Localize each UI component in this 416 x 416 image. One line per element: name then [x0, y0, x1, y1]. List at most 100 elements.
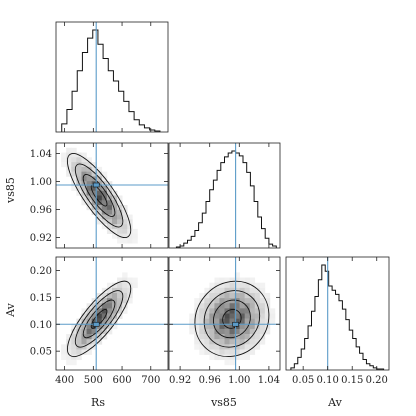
- density-cell: [122, 287, 128, 294]
- density-cell: [76, 354, 82, 361]
- density-cell: [224, 277, 230, 283]
- density-cell: [204, 349, 210, 355]
- density-cell: [239, 323, 245, 330]
- histogram-steps: [61, 29, 161, 132]
- x-tick-label: 700: [141, 375, 160, 386]
- density-cell: [254, 328, 261, 335]
- density-cell: [254, 334, 261, 340]
- histogram-steps: [175, 150, 277, 248]
- density-cell: [214, 313, 220, 319]
- truth-marker: [92, 321, 100, 327]
- density-cell: [106, 228, 113, 234]
- density-cell: [91, 339, 98, 345]
- density-cell: [96, 328, 103, 335]
- panel-frame: [55, 142, 169, 249]
- density-cell: [66, 334, 72, 340]
- density-contour: [74, 290, 124, 348]
- density-cell: [122, 277, 128, 283]
- density-cell: [214, 308, 220, 314]
- density-cell: [71, 157, 77, 163]
- x-tick-label: 0.10: [317, 375, 339, 386]
- density-cell: [101, 323, 108, 330]
- density-cell: [96, 214, 103, 220]
- density-cell: [81, 308, 87, 314]
- density-contour: [67, 153, 132, 238]
- density-cell: [194, 318, 200, 325]
- density-cell: [239, 328, 245, 335]
- density-cell: [66, 349, 72, 355]
- density-cell: [204, 344, 210, 350]
- histogram-steps: [290, 264, 385, 370]
- density-cell: [76, 162, 82, 168]
- y-tick-label: 0.10: [30, 320, 52, 331]
- density-cell: [244, 339, 251, 345]
- xlabel-rs: Rs: [91, 396, 105, 409]
- density-cell: [76, 318, 82, 325]
- density-cell: [254, 292, 261, 299]
- density-cell: [91, 308, 98, 314]
- density-cell: [239, 313, 245, 319]
- histogram-av-panel: 0.05 0.10 0.15 0.20: [285, 256, 390, 386]
- density-cell: [81, 328, 87, 335]
- density-cell: [234, 354, 240, 361]
- density-vs85-vs-rs-panel: 0.92 0.96 1.00 1.04: [30, 142, 169, 249]
- density-cell: [127, 224, 133, 230]
- density-cell: [101, 185, 108, 192]
- density-cell: [249, 277, 256, 283]
- density-cell: [194, 339, 200, 345]
- density-cell: [199, 303, 205, 309]
- density-cell: [264, 313, 271, 319]
- density-cell: [106, 209, 113, 215]
- density-cell: [76, 171, 82, 177]
- density-cell: [117, 298, 123, 304]
- density-cell: [106, 318, 113, 325]
- density-cell: [224, 287, 230, 294]
- density-cell: [229, 359, 235, 366]
- density-cell: [209, 354, 215, 361]
- density-cell: [244, 303, 251, 309]
- density-cell: [91, 303, 98, 309]
- density-cell: [199, 349, 205, 355]
- ylabel-av: Av: [4, 302, 17, 317]
- density-cell: [224, 359, 230, 366]
- density-cell: [117, 292, 123, 299]
- density-cell: [214, 298, 220, 304]
- density-cell: [234, 298, 240, 304]
- density-cell: [259, 298, 266, 304]
- density-cell: [117, 277, 123, 283]
- density-cell: [219, 282, 225, 289]
- density-cell: [86, 328, 92, 335]
- ylabel-vs85: vs85: [4, 177, 17, 204]
- density-cell: [249, 344, 256, 350]
- density-cell: [214, 339, 220, 345]
- density-cell: [86, 195, 92, 201]
- density-cell: [224, 328, 230, 335]
- density-cell: [91, 344, 98, 350]
- density-cell: [194, 298, 200, 304]
- density-cell: [214, 344, 220, 350]
- density-cell: [189, 318, 195, 325]
- density-cell: [101, 334, 108, 340]
- density-cell: [71, 152, 77, 158]
- density-cell: [204, 298, 210, 304]
- x-tick-label: 0.15: [341, 375, 363, 386]
- density-cell: [249, 323, 256, 330]
- density-cell: [249, 292, 256, 299]
- density-cell: [86, 339, 92, 345]
- density-cell: [209, 344, 215, 350]
- density-cell: [259, 323, 266, 330]
- density-cell: [96, 185, 103, 192]
- histogram-rs-panel: [55, 21, 169, 133]
- density-cell: [106, 323, 113, 330]
- density-cell: [117, 205, 123, 211]
- density-cell: [254, 282, 261, 289]
- density-av-vs-vs85-panel: 0.92 0.96 1.00 1.04: [168, 256, 281, 386]
- density-cell: [224, 318, 230, 325]
- density-cell: [122, 272, 128, 278]
- density-cell: [71, 359, 77, 366]
- density-cell: [234, 318, 240, 325]
- density-cell: [96, 176, 103, 182]
- density-cell: [106, 200, 113, 206]
- density-cell: [81, 313, 87, 319]
